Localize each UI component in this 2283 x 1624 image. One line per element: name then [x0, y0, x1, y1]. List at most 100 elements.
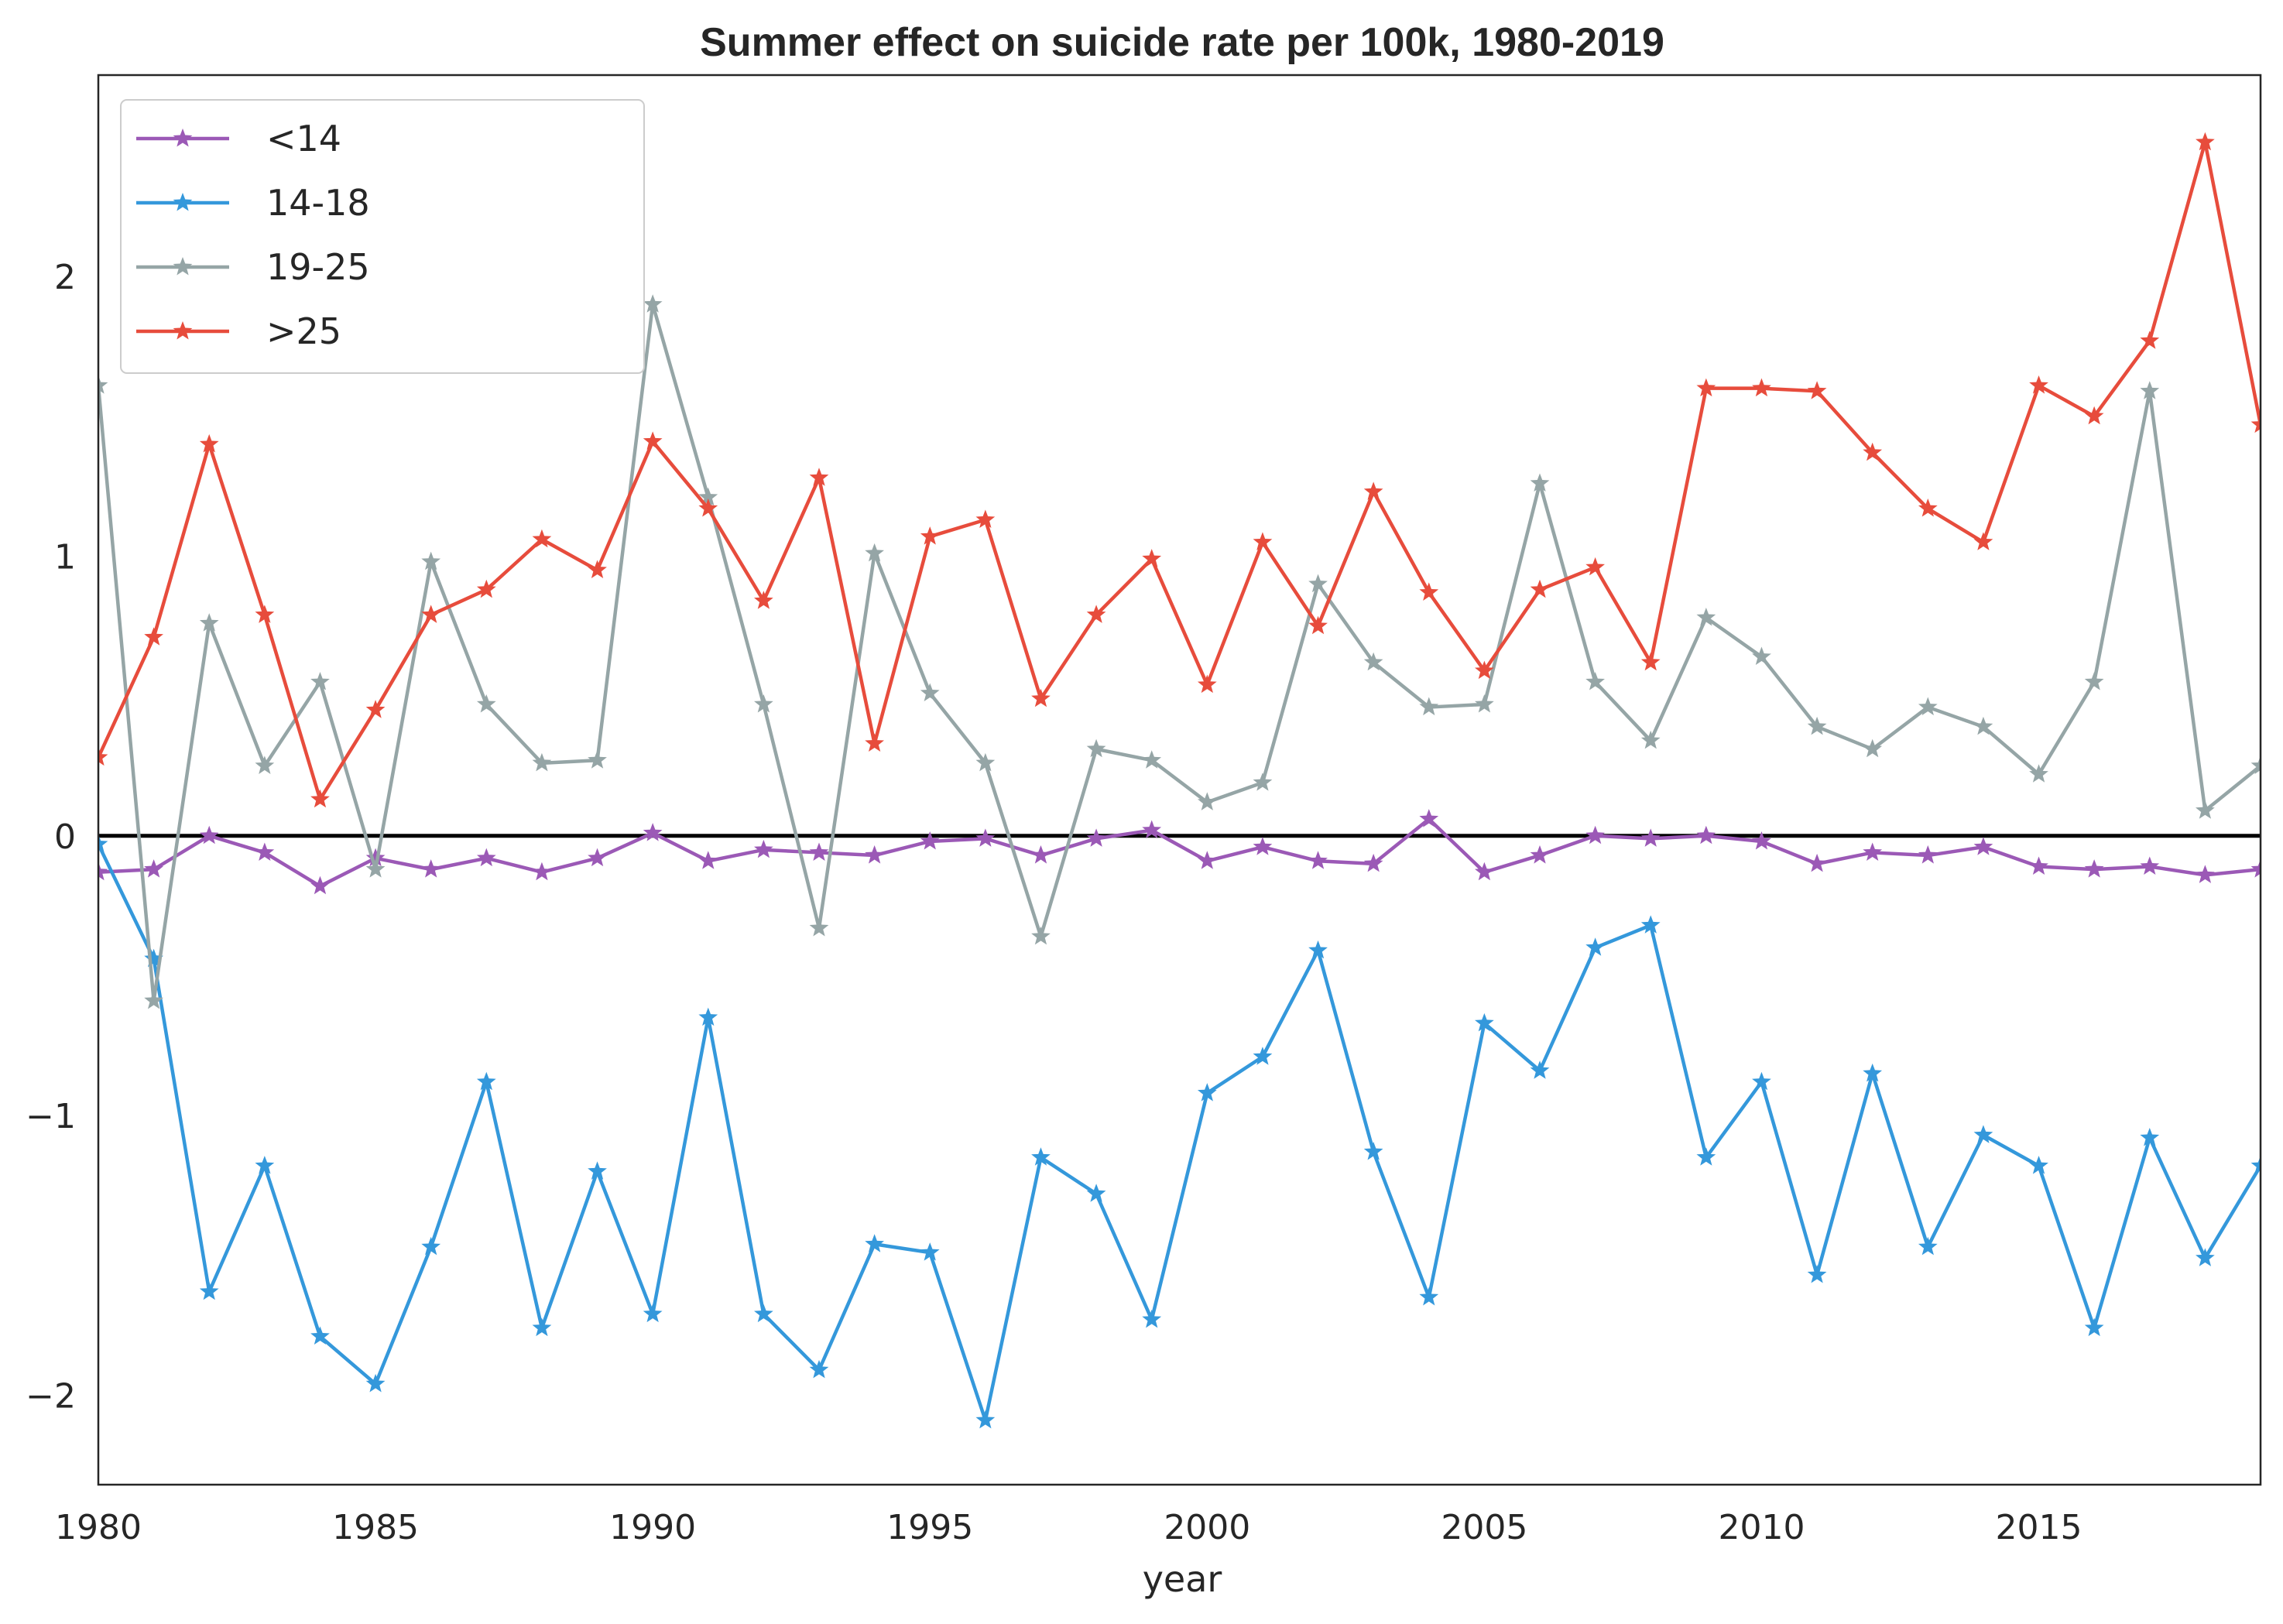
- data-point: [1475, 862, 1494, 881]
- data-point: [144, 627, 163, 646]
- data-point: [421, 859, 441, 878]
- data-point: [1752, 1071, 1771, 1091]
- data-point: [1308, 851, 1328, 869]
- data-point: [255, 605, 275, 623]
- data-point: [1640, 730, 1661, 749]
- data-point: [1585, 557, 1605, 576]
- data-point: [1475, 1012, 1494, 1032]
- data-point: [1031, 1147, 1051, 1166]
- legend-swatch-marker: [173, 257, 193, 276]
- data-point: [1640, 652, 1661, 671]
- legend: <14 14-18 19-25 >25: [120, 99, 645, 374]
- data-point: [1253, 1047, 1273, 1065]
- data-point: [2029, 856, 2048, 875]
- data-point: [588, 560, 607, 579]
- data-point: [1807, 1265, 1827, 1283]
- data-point: [809, 1359, 829, 1379]
- data-point: [144, 990, 163, 1009]
- x-tick-label: 1980: [55, 1508, 142, 1547]
- data-point: [1863, 842, 1883, 861]
- legend-swatch-marker: [173, 321, 193, 340]
- data-point: [1530, 473, 1550, 492]
- data-point: [2084, 406, 2104, 425]
- data-point: [1197, 851, 1217, 869]
- data-point: [1530, 1060, 1550, 1079]
- y-tick-label: −1: [26, 1097, 76, 1136]
- data-point: [1031, 926, 1051, 945]
- data-point: [310, 789, 330, 808]
- data-point: [2140, 856, 2160, 875]
- legend-label: >25: [266, 310, 341, 352]
- data-point: [2084, 859, 2104, 878]
- data-point: [98, 834, 108, 853]
- data-point: [199, 613, 219, 632]
- x-tick-label: 1990: [609, 1508, 696, 1547]
- data-point: [754, 1304, 773, 1323]
- data-point: [643, 294, 663, 313]
- x-tick-label: 1985: [332, 1508, 419, 1547]
- data-point: [1253, 532, 1273, 550]
- data-point: [1475, 694, 1494, 713]
- data-point: [1918, 697, 1938, 716]
- data-point: [1475, 660, 1494, 680]
- data-point: [1197, 1083, 1217, 1102]
- data-point: [643, 1304, 663, 1323]
- data-point: [365, 1373, 386, 1393]
- data-point: [1585, 937, 1605, 956]
- data-point: [1253, 837, 1273, 855]
- series-2: [98, 294, 2261, 1009]
- data-point: [2196, 800, 2215, 819]
- data-point: [1530, 845, 1550, 864]
- x-tick-label: 2010: [1718, 1508, 1805, 1547]
- data-point: [865, 733, 884, 752]
- data-point: [1142, 1309, 1162, 1328]
- legend-item: 19-25: [136, 246, 370, 288]
- data-point: [1419, 697, 1439, 716]
- data-point: [1086, 828, 1106, 847]
- data-point: [199, 825, 219, 845]
- data-point: [809, 917, 829, 937]
- y-tick-label: −2: [26, 1376, 76, 1416]
- data-point: [920, 1242, 940, 1261]
- data-point: [1585, 825, 1605, 845]
- data-point: [1086, 1184, 1106, 1202]
- data-point: [975, 509, 996, 528]
- data-point: [920, 683, 940, 702]
- data-point: [476, 848, 496, 867]
- legend-swatch-marker: [173, 193, 193, 211]
- data-point: [310, 1326, 330, 1345]
- data-point: [809, 842, 829, 861]
- y-axis-ticks: −2 −1 0 1 2: [26, 258, 76, 1416]
- legend-swatch-marker: [173, 128, 193, 147]
- data-point: [2140, 1127, 2160, 1146]
- plot-content: [98, 132, 2261, 1429]
- data-point: [1253, 773, 1273, 791]
- data-point: [1696, 1147, 1716, 1166]
- y-tick-label: 0: [54, 817, 76, 857]
- data-point: [532, 1317, 552, 1337]
- data-point: [255, 842, 275, 861]
- x-tick-label: 2005: [1441, 1508, 1527, 1547]
- data-point: [199, 1281, 219, 1300]
- data-point: [588, 1161, 607, 1180]
- data-point: [1696, 607, 1716, 626]
- data-point: [1419, 809, 1439, 827]
- legend-label: <14: [266, 118, 341, 159]
- y-tick-label: 1: [54, 537, 76, 577]
- series-line: [98, 303, 2261, 1003]
- legend-item: <14: [136, 118, 341, 159]
- data-point: [199, 433, 219, 453]
- chart-title: Summer effect on suicide rate per 100k, …: [700, 20, 1664, 65]
- data-point: [310, 672, 330, 690]
- plot-area: [97, 74, 2262, 1486]
- data-point: [98, 375, 108, 394]
- data-point: [144, 948, 163, 968]
- data-point: [588, 848, 607, 867]
- data-point: [754, 694, 773, 713]
- data-point: [698, 499, 718, 517]
- data-point: [365, 700, 386, 718]
- series-1: [98, 834, 2261, 1429]
- data-point: [698, 487, 718, 506]
- data-point: [1863, 738, 1883, 758]
